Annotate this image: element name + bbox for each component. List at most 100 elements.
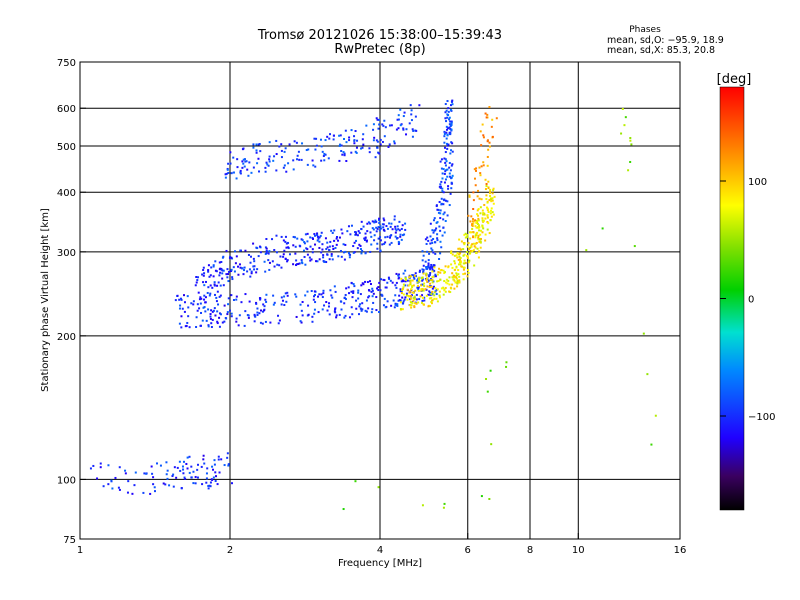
data-point (340, 144, 343, 147)
data-point (301, 300, 304, 303)
data-point (394, 302, 397, 305)
data-point (389, 236, 392, 239)
data-point (444, 286, 447, 289)
data-point (243, 165, 246, 168)
data-point (244, 310, 247, 313)
data-point (482, 227, 485, 230)
data-point (418, 269, 421, 272)
data-point (486, 216, 489, 219)
data-point (385, 286, 388, 289)
data-point (224, 176, 227, 179)
data-point (244, 160, 247, 163)
data-point (179, 297, 182, 300)
data-point (209, 317, 212, 320)
data-point (238, 314, 241, 317)
data-point (133, 484, 136, 487)
data-point (354, 130, 357, 133)
data-point (350, 151, 353, 154)
data-point (312, 237, 315, 240)
data-point (310, 290, 313, 293)
data-point (263, 309, 266, 312)
data-point (333, 229, 336, 232)
data-point (428, 290, 431, 293)
data-point (446, 214, 449, 217)
data-point (463, 253, 466, 256)
data-point (388, 143, 391, 146)
data-point (395, 272, 398, 275)
data-point (227, 270, 230, 273)
data-point (448, 204, 451, 207)
data-point (107, 483, 110, 486)
data-point (344, 243, 347, 246)
data-point (472, 191, 475, 194)
data-point (477, 236, 480, 239)
data-point (453, 287, 456, 290)
data-point (452, 278, 455, 281)
data-point (368, 295, 371, 298)
data-point (421, 250, 424, 253)
data-point (441, 172, 444, 175)
data-point (183, 301, 186, 304)
data-point (491, 197, 494, 200)
data-point (306, 290, 309, 293)
data-point (464, 236, 467, 239)
data-point (358, 243, 361, 246)
data-point (233, 270, 236, 273)
data-point (443, 211, 446, 214)
data-point (345, 287, 348, 290)
data-point (350, 290, 353, 293)
data-point (287, 246, 290, 249)
data-point (422, 272, 425, 275)
data-point (454, 281, 457, 284)
data-point (475, 251, 478, 254)
data-point (402, 272, 405, 275)
data-point (450, 141, 453, 144)
data-point (472, 249, 475, 252)
data-point (218, 261, 221, 264)
data-point (390, 241, 393, 244)
data-point (364, 280, 367, 283)
data-point (382, 124, 385, 127)
data-point (478, 226, 481, 229)
data-point (442, 506, 445, 509)
data-point (491, 199, 494, 202)
data-point (203, 284, 206, 287)
data-point (249, 275, 252, 278)
data-point (275, 139, 278, 142)
data-point (488, 141, 491, 144)
data-point (371, 289, 374, 292)
data-point (258, 297, 261, 300)
data-point (399, 288, 402, 291)
data-point (375, 230, 378, 233)
data-point (205, 477, 208, 480)
data-point (427, 275, 430, 278)
data-point (280, 149, 283, 152)
data-point (315, 137, 318, 140)
data-point (335, 237, 338, 240)
data-point (476, 231, 479, 234)
data-point (280, 235, 283, 238)
data-point (430, 285, 433, 288)
data-point (226, 452, 229, 455)
data-point (462, 268, 465, 271)
data-point (443, 135, 446, 138)
data-point (436, 239, 439, 242)
data-point (379, 249, 382, 252)
data-point (338, 159, 341, 162)
data-point (474, 219, 477, 222)
data-point (438, 225, 441, 228)
data-point (395, 237, 398, 240)
data-point (323, 159, 326, 162)
data-point (434, 273, 437, 276)
data-point (450, 164, 453, 167)
data-point (418, 270, 421, 273)
data-point (289, 253, 292, 256)
data-point (180, 315, 183, 318)
data-point (397, 243, 400, 246)
data-point (376, 146, 379, 149)
data-point (301, 239, 304, 242)
data-point (214, 471, 217, 474)
data-point (448, 126, 451, 129)
data-point (235, 177, 238, 180)
data-point (324, 237, 327, 240)
